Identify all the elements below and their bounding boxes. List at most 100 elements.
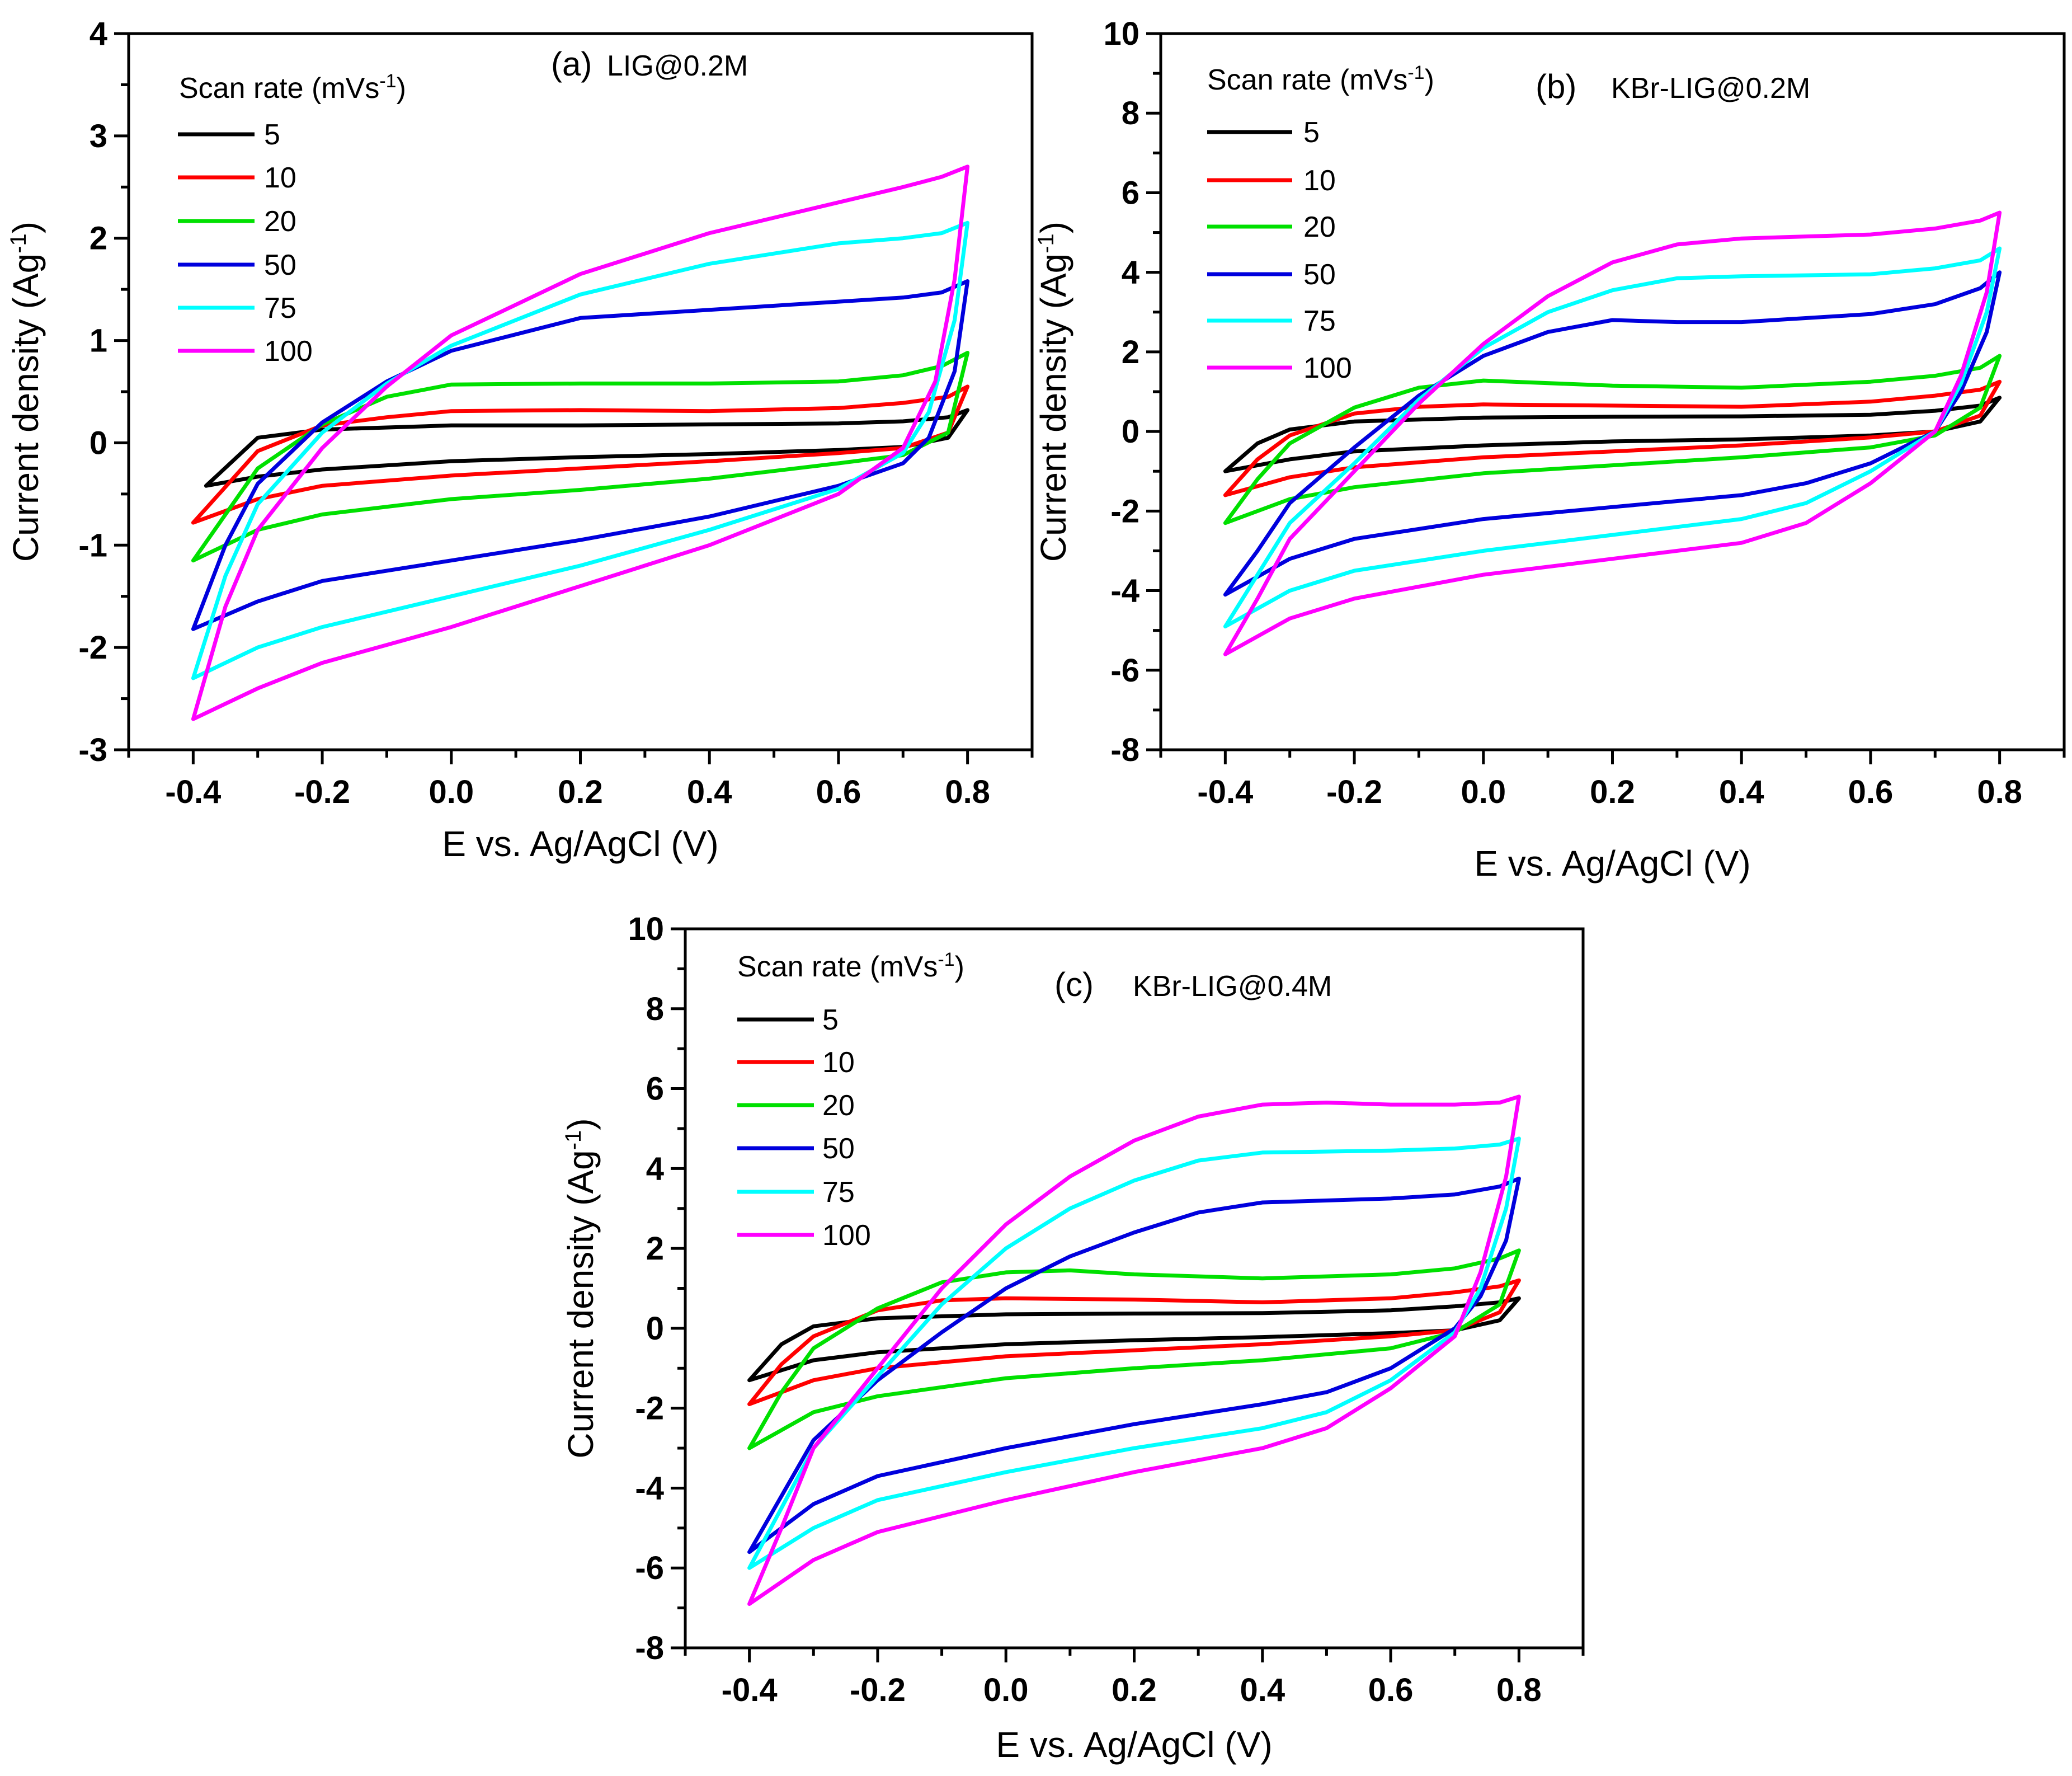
- x-tick-label: 0.2: [1590, 774, 1635, 810]
- series-75-mvs: [191, 220, 970, 680]
- x-tick-label: -0.4: [722, 1672, 778, 1708]
- series-10-mvs: [191, 384, 970, 525]
- legend-title: Scan rate (mVs-1): [1207, 62, 1434, 96]
- x-tick-label: -0.4: [1197, 774, 1253, 810]
- y-tick-label: 8: [1122, 95, 1139, 131]
- series-10-mvs: [1223, 379, 2002, 497]
- legend-label-100: 100: [264, 335, 313, 368]
- x-tick-label: -0.2: [294, 774, 350, 810]
- series-100-mvs: [747, 1094, 1521, 1606]
- y-tick-label: -8: [1110, 732, 1139, 768]
- legend-label-10: 10: [822, 1046, 855, 1079]
- legend: Scan rate (mVs-1) 5 10 20 50 75 100: [1207, 62, 1434, 384]
- legend-label-100: 100: [822, 1219, 871, 1252]
- x-tick-label: 0.4: [1719, 774, 1764, 810]
- legend-label-75: 75: [264, 292, 296, 325]
- y-tick-label: 4: [90, 16, 107, 52]
- y-tick-label: -2: [1110, 493, 1139, 529]
- y-tick-label: -3: [78, 732, 107, 768]
- y-tick-label: 6: [646, 1071, 664, 1107]
- series-50-mvs: [1223, 270, 2002, 597]
- chart-title: KBr-LIG@0.2M: [1611, 72, 1810, 105]
- x-tick-label: 0.6: [1848, 774, 1894, 810]
- legend-label-50: 50: [1303, 259, 1336, 291]
- chart-title: LIG@0.2M: [607, 50, 748, 82]
- x-tick-label: -0.4: [165, 774, 221, 810]
- chart-panel-c: -0.4 -0.2 0.0 0.2 0.4 0.6 0.8 -8 -6 -4 -2 0 2 4 6 8 10 E …: [561, 911, 1585, 1765]
- series-20-mvs: [1223, 354, 2002, 525]
- x-tick-label: 0.4: [1240, 1672, 1285, 1708]
- y-tick-label: 10: [1103, 16, 1139, 52]
- series-5-mvs: [204, 408, 970, 488]
- y-tick-label: 2: [1122, 334, 1139, 370]
- legend-label-75: 75: [822, 1176, 855, 1209]
- series-100-mvs: [191, 165, 970, 721]
- series-100-mvs: [1223, 210, 2002, 656]
- y-tick-label: -4: [1110, 573, 1139, 609]
- legend-label-50: 50: [264, 249, 296, 281]
- panel-label: (c): [1054, 966, 1094, 1003]
- legend: Scan rate (mVs-1) 5 10 20 50 75 100: [178, 71, 406, 368]
- series-50-mvs: [747, 1176, 1521, 1554]
- y-tick-label: -2: [78, 629, 107, 666]
- legend-label-5: 5: [264, 119, 280, 151]
- x-tick-label: 0.8: [945, 774, 990, 810]
- panel-label: (a): [551, 45, 592, 83]
- panel-label: (b): [1536, 68, 1576, 105]
- legend-label-75: 75: [1303, 305, 1336, 337]
- cv-curves: [747, 1094, 1521, 1606]
- x-axis-title: E vs. Ag/AgCl (V): [442, 824, 718, 864]
- plot-frame: [684, 927, 1585, 1650]
- y-tick-label: 0: [90, 425, 107, 461]
- legend-label-20: 20: [1303, 211, 1336, 243]
- x-tick-label: 0.2: [1112, 1672, 1157, 1708]
- legend-label-20: 20: [822, 1089, 855, 1122]
- legend: Scan rate (mVs-1) 5 10 20 50 75 100: [737, 949, 964, 1252]
- chart-panel-b: -0.4 -0.2 0.0 0.2 0.4 0.6 0.8 -8 -6 -4 -2 0 2 4 6 8 10 E …: [1033, 16, 2066, 884]
- series-75-mvs: [1223, 246, 2002, 629]
- x-tick-label: 0.6: [816, 774, 861, 810]
- y-tick-label: -8: [635, 1630, 664, 1666]
- series-10-mvs: [747, 1278, 1521, 1406]
- x-tick-label: 0.2: [558, 774, 603, 810]
- legend-label-10: 10: [264, 162, 296, 194]
- x-axis-title: E vs. Ag/AgCl (V): [996, 1725, 1272, 1765]
- y-tick-label: -1: [78, 527, 107, 563]
- series-5-mvs: [747, 1296, 1521, 1383]
- cv-curves: [191, 165, 970, 721]
- legend-label-100: 100: [1303, 352, 1352, 384]
- x-tick-label: 0.6: [1368, 1672, 1414, 1708]
- legend-label-10: 10: [1303, 165, 1336, 197]
- cv-curves: [1223, 210, 2002, 656]
- x-tick-label: 0.0: [1461, 774, 1506, 810]
- series-20-mvs: [747, 1248, 1521, 1450]
- legend-title: Scan rate (mVs-1): [737, 949, 964, 983]
- y-axis-title: Current density (Ag-1): [6, 222, 46, 562]
- x-tick-label: -0.2: [850, 1672, 906, 1708]
- legend-label-5: 5: [822, 1004, 839, 1036]
- y-tick-label: 3: [90, 118, 107, 154]
- y-tick-label: 2: [646, 1230, 664, 1267]
- y-axis-title: Current density (Ag-1): [561, 1118, 601, 1458]
- y-tick-label: 0: [646, 1310, 664, 1347]
- y-tick-label: 0: [1122, 414, 1139, 450]
- y-tick-label: 6: [1122, 175, 1139, 211]
- x-tick-label: 0.4: [687, 774, 732, 810]
- series-50-mvs: [191, 279, 970, 631]
- y-tick-label: -6: [635, 1550, 664, 1586]
- series-75-mvs: [747, 1136, 1521, 1570]
- legend-title: Scan rate (mVs-1): [179, 71, 406, 105]
- y-tick-label: 4: [646, 1150, 664, 1187]
- x-tick-label: -0.2: [1326, 774, 1382, 810]
- x-tick-label: 0.8: [1977, 774, 2022, 810]
- y-tick-label: 10: [628, 911, 664, 947]
- y-tick-label: 2: [90, 220, 107, 257]
- plot-frame: [1159, 32, 2066, 751]
- y-axis-title: Current density (Ag-1): [1033, 222, 1073, 562]
- x-tick-label: 0.0: [428, 774, 474, 810]
- legend-label-50: 50: [822, 1133, 855, 1165]
- y-tick-label: 8: [646, 991, 664, 1027]
- y-tick-label: 1: [90, 323, 107, 359]
- legend-label-5: 5: [1303, 116, 1320, 149]
